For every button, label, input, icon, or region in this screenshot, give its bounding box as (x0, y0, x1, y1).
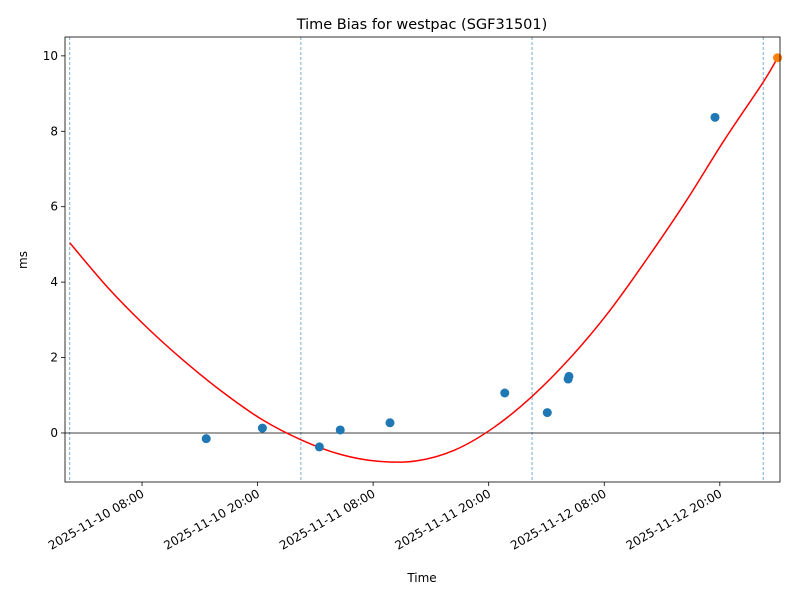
data-point (385, 418, 395, 428)
y-axis: 0 2 4 6 8 10 (43, 49, 65, 440)
data-point (773, 53, 783, 63)
y-tick-label: 8 (50, 124, 58, 138)
y-tick-label: 4 (50, 275, 58, 289)
data-point (257, 423, 267, 433)
y-tick-label: 6 (50, 200, 58, 214)
data-point (335, 425, 345, 435)
y-tick-label: 2 (50, 351, 58, 365)
plot-area (65, 37, 783, 482)
data-point (710, 112, 720, 122)
data-point (542, 408, 552, 418)
x-axis-title: Time (406, 571, 436, 585)
y-tick-label: 10 (43, 49, 58, 63)
y-axis-title: ms (16, 251, 30, 269)
data-point (314, 442, 324, 452)
chart-title: Time Bias for westpac (SGF31501) (296, 17, 548, 33)
data-point (201, 434, 211, 444)
data-point (564, 371, 574, 381)
data-point (500, 388, 510, 398)
y-tick-label: 0 (50, 426, 58, 440)
fit-curve (69, 57, 779, 463)
plot-frame (64, 36, 781, 483)
